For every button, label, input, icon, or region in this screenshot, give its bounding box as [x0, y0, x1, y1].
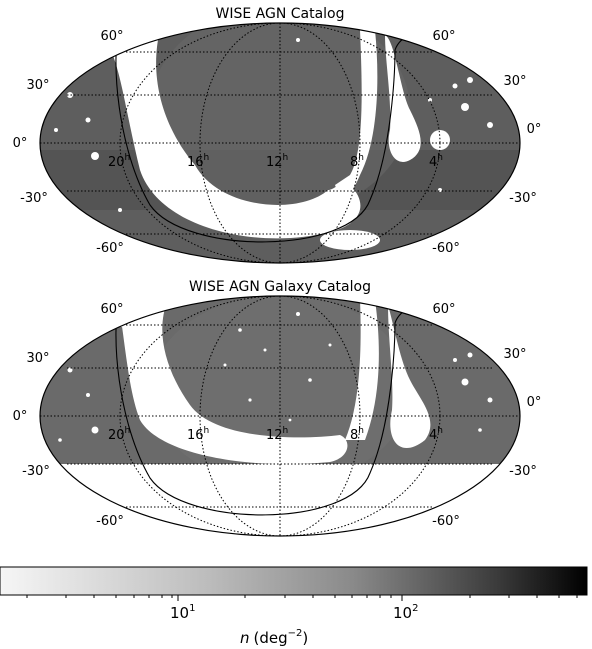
dec-label: -60°	[96, 514, 124, 529]
ra-labels: 20h 16h 12h 8h 4h	[108, 153, 443, 170]
colorbar-label: n (deg−2)	[240, 628, 308, 647]
ra-label: 8	[350, 155, 358, 170]
svg-text:8h: 8h	[350, 153, 364, 170]
svg-text:20h: 20h	[108, 153, 130, 170]
svg-text:12h: 12h	[266, 153, 288, 170]
dec-label: 30°	[26, 78, 49, 93]
svg-text:16h: 16h	[187, 426, 209, 443]
ra-label: 4	[429, 155, 437, 170]
ra-label: 20	[108, 428, 125, 443]
dec-label: 60°	[432, 302, 455, 317]
svg-text:12h: 12h	[266, 426, 288, 443]
ra-label: 16	[187, 155, 204, 170]
map-boundary	[39, 295, 521, 537]
dec-label: 60°	[432, 29, 455, 44]
dec-label: -30°	[22, 464, 50, 479]
dec-label: 30°	[503, 74, 526, 89]
colorbar-tick-label: 101	[170, 603, 195, 622]
panel-title: WISE AGN Galaxy Catalog	[189, 279, 371, 295]
dec-label: 30°	[26, 351, 49, 366]
colorbar-gradient	[0, 566, 588, 596]
ra-label: 12	[266, 155, 283, 170]
svg-text:8h: 8h	[350, 426, 364, 443]
colorbar: 101 102 n (deg−2)	[0, 566, 588, 647]
sky-map-agn-galaxy	[40, 296, 520, 536]
panel-title: WISE AGN Catalog	[215, 6, 344, 22]
svg-text:4h: 4h	[429, 426, 443, 443]
ra-label: 12	[266, 428, 283, 443]
ra-labels: 20h 16h 12h 8h 4h	[108, 426, 443, 443]
svg-text:4h: 4h	[429, 153, 443, 170]
map-panel-agn-galaxy: WISE AGN Galaxy Catalog	[13, 279, 542, 537]
dec-label: 0°	[13, 136, 28, 151]
dec-label: -30°	[20, 191, 48, 206]
colorbar-ticks	[26, 595, 578, 601]
dec-label: 60°	[100, 302, 123, 317]
dec-label: -60°	[432, 514, 460, 529]
dec-label: 0°	[527, 122, 542, 137]
svg-text:20h: 20h	[108, 426, 130, 443]
map-panel-agn: WISE AGN Catalog	[13, 6, 542, 264]
dec-label: -30°	[509, 464, 537, 479]
map-boundary	[39, 22, 521, 264]
dec-label: 0°	[13, 409, 28, 424]
dec-label: 30°	[503, 347, 526, 362]
dec-label: -60°	[96, 241, 124, 256]
svg-text:16h: 16h	[187, 153, 209, 170]
ra-label: 16	[187, 428, 204, 443]
ra-label: 4	[429, 428, 437, 443]
ra-label: 20	[108, 155, 125, 170]
dec-label: 60°	[100, 29, 123, 44]
dec-label: -30°	[509, 191, 537, 206]
colorbar-tick-label: 102	[393, 603, 418, 622]
dec-label: -60°	[432, 241, 460, 256]
ra-label: 8	[350, 428, 358, 443]
dec-label: 0°	[527, 395, 542, 410]
